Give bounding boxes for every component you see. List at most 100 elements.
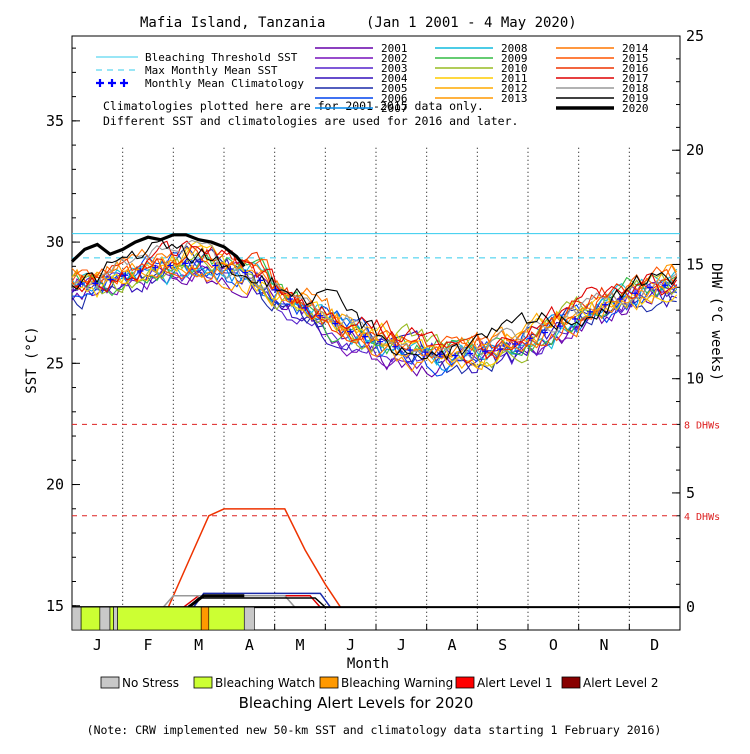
alert-legend: No Stress Bleaching Watch Bleaching Warnin… — [100, 676, 659, 690]
climatology-marker — [647, 284, 654, 291]
alert-legend-swatch — [319, 676, 339, 689]
sst-tick-label: 25 — [46, 354, 64, 372]
month-label: F — [143, 636, 152, 654]
alert-bar-segment — [208, 606, 245, 631]
climatology-marker — [212, 262, 219, 269]
climatology-marker — [572, 315, 579, 322]
chart-title: Mafia Island, Tanzania — [140, 15, 325, 31]
alert-legend-label: Alert Level 2 — [583, 676, 659, 690]
month-label: O — [549, 636, 558, 654]
alert-legend-label: Alert Level 1 — [477, 676, 553, 690]
legend-year-label: 2018 — [622, 82, 649, 95]
legend-year-label: 2008 — [501, 42, 528, 55]
climatology-marker — [152, 264, 159, 271]
climatology-marker — [317, 312, 324, 319]
alert-legend-swatch — [193, 676, 213, 689]
month-label: J — [346, 636, 355, 654]
x-axis-label: Month — [347, 656, 389, 672]
legend-year-label: 2011 — [501, 72, 528, 85]
dhw-series-2016 — [167, 508, 342, 608]
climatology-marker — [167, 262, 174, 269]
y-axis-label-right: DHW (°C weeks) — [708, 263, 724, 381]
climatology-marker — [347, 328, 354, 335]
legend-climatology-marker — [108, 79, 116, 87]
month-label: A — [245, 636, 254, 654]
climatology-marker — [482, 348, 489, 355]
legend-year-label: 2014 — [622, 42, 649, 55]
legend-year-label: 2007 — [381, 102, 408, 115]
legend-year-label: 2013 — [501, 92, 528, 105]
climatology-marker — [407, 347, 414, 354]
dhw-reference-label: 4 DHWs — [684, 512, 720, 523]
alert-legend-label: Bleaching Warning — [341, 676, 453, 690]
alert-bar-segment — [113, 606, 118, 631]
dhw-tick-label: 5 — [686, 484, 695, 502]
alert-legend-swatch — [561, 676, 581, 689]
legend-year-label: 2002 — [381, 52, 408, 65]
month-label: S — [498, 636, 507, 654]
legend-year-label: 2019 — [622, 92, 649, 105]
sst-series-2011 — [71, 240, 678, 368]
dhw-series-2020 — [187, 594, 245, 609]
climatology-marker — [467, 350, 474, 357]
month-label: D — [650, 636, 659, 654]
legend-year-label: 2001 — [381, 42, 408, 55]
legend-reference-label: Max Monthly Mean SST — [145, 64, 278, 77]
sst-series-2003 — [71, 258, 677, 366]
dhw-series-2019 — [187, 597, 326, 608]
month-label: A — [447, 636, 456, 654]
legend-year-label: 2004 — [381, 72, 408, 85]
climatology-marker — [422, 349, 429, 356]
legend-year-label: 2020 — [622, 102, 649, 115]
legend-year-label: 2006 — [381, 92, 408, 105]
climatology-note-line-2: Different SST and climatologies are used… — [103, 114, 518, 128]
sst-tick-label: 35 — [46, 112, 64, 130]
sst-series-2018 — [71, 239, 678, 361]
legend-year-label: 2010 — [501, 62, 528, 75]
legend-climatology-marker — [96, 79, 104, 87]
legend-year-label: 2017 — [622, 72, 649, 85]
climatology-marker — [662, 282, 669, 289]
climatology-marker — [452, 352, 459, 359]
sst-tick-label: 15 — [46, 597, 64, 615]
alert-bar-segment — [71, 606, 82, 631]
legend-reference-label: Monthly Mean Climatology — [145, 77, 304, 90]
legend-year-label: 2015 — [622, 52, 649, 65]
month-label: N — [599, 636, 608, 654]
climatology-marker — [302, 304, 309, 311]
alert-bar-segment — [99, 606, 111, 631]
sst-series-2017 — [71, 240, 678, 365]
climatology-marker — [512, 341, 519, 348]
climatology-marker — [332, 320, 339, 327]
climatology-marker — [617, 295, 624, 302]
climatology-marker — [287, 296, 294, 303]
y-axis-label-left: SST (°C) — [24, 326, 40, 393]
climatology-marker — [557, 323, 564, 330]
dhw-tick-label: 10 — [686, 370, 704, 388]
dhw-tick-label: 15 — [686, 255, 704, 273]
legend-climatology-marker — [120, 79, 128, 87]
dhw-tick-label: 20 — [686, 141, 704, 159]
climatology-marker — [272, 286, 279, 293]
climatology-marker — [137, 267, 144, 274]
alert-bar-segment — [243, 606, 255, 631]
sst-series-2019 — [71, 239, 678, 361]
alert-legend-label: Bleaching Watch — [215, 676, 315, 690]
climatology-marker — [602, 301, 609, 308]
climatology-note-line-1: Climatologies plotted here are for 2001-… — [103, 99, 484, 113]
alert-bar-segment — [109, 606, 114, 631]
climatology-marker — [77, 281, 84, 288]
sst-tick-label: 30 — [46, 233, 64, 251]
climatology-marker — [527, 335, 534, 342]
climatology-marker — [632, 290, 639, 297]
alert-legend-title: Bleaching Alert Levels for 2020 — [239, 694, 474, 712]
climatology-marker — [242, 269, 249, 276]
month-label: M — [295, 636, 304, 654]
climatology-marker — [182, 260, 189, 267]
legend-reference-label: Bleaching Threshold SST — [145, 51, 298, 64]
climatology-marker — [497, 346, 504, 353]
alert-legend-label: No Stress — [122, 676, 179, 690]
footnote: (Note: CRW implemented new 50-km SST and… — [87, 723, 662, 737]
